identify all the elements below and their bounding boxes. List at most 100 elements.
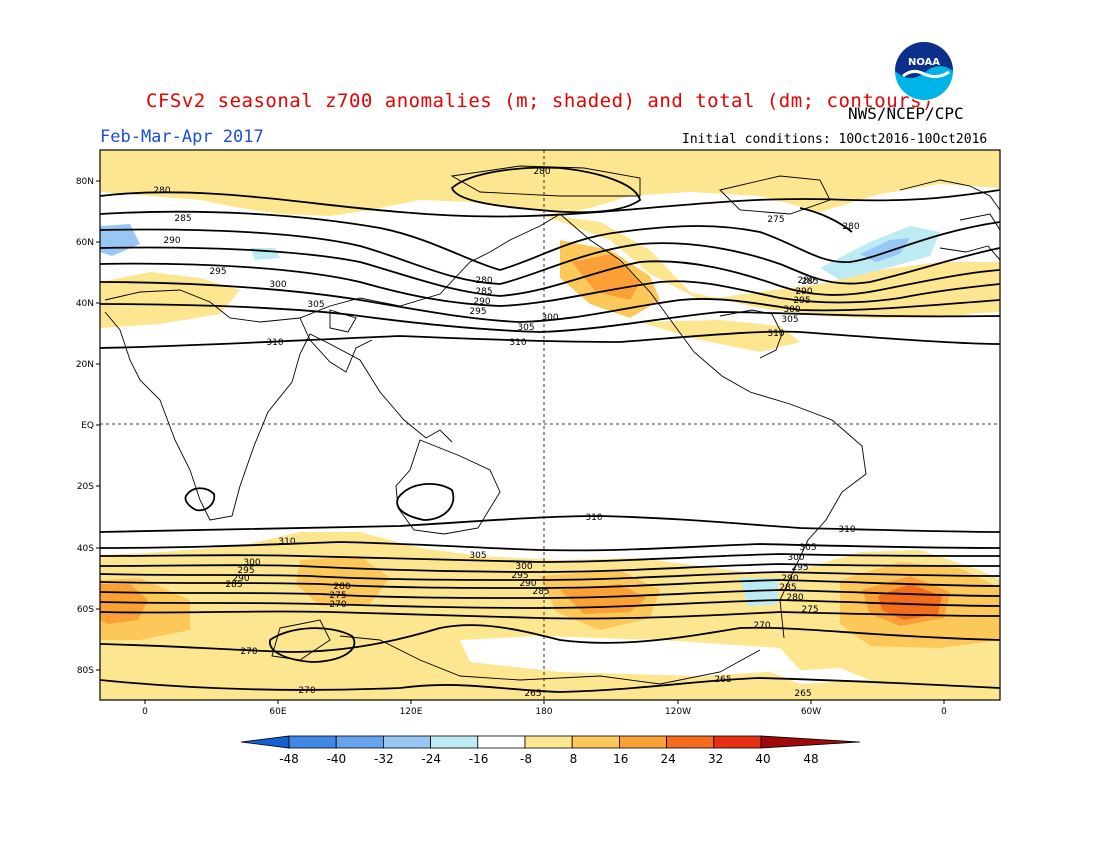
contour-label: 280 xyxy=(153,186,170,196)
lon-label: 120E xyxy=(400,707,423,717)
lat-label: 20S xyxy=(77,482,94,492)
contour-label: 285 xyxy=(174,214,191,224)
contour-label: 280 xyxy=(475,276,492,286)
longitude-ticks xyxy=(144,700,945,704)
colorbar-swatch xyxy=(571,735,620,749)
contour-label: 275 xyxy=(801,605,818,615)
colorbar-tick-label: -48 xyxy=(279,752,299,766)
contour-label: 275 xyxy=(329,591,346,601)
logo-text: NOAA xyxy=(908,57,940,68)
lon-label: 0 xyxy=(142,707,148,717)
contour-label: 280 xyxy=(797,276,814,286)
colorbar-swatch xyxy=(713,735,762,749)
lat-label: 40S xyxy=(77,544,94,554)
contour-label: 280 xyxy=(333,582,350,592)
colorbar-tick-label: 40 xyxy=(755,752,770,766)
colorbar-tick-label: 48 xyxy=(803,752,818,766)
contour-label: 270 xyxy=(240,647,257,657)
colorbar-end-high xyxy=(760,735,861,749)
contour-label: 300 xyxy=(269,280,286,290)
colorbar-tick-label: 16 xyxy=(613,752,628,766)
colorbar-tick-label: -40 xyxy=(327,752,347,766)
colorbar-tick-label: -32 xyxy=(374,752,394,766)
contour-label: 275 xyxy=(767,215,784,225)
contour-label: 310 xyxy=(585,513,602,523)
lon-label: 180 xyxy=(535,707,552,717)
contour-label: 290 xyxy=(795,287,812,297)
contour-label: 310 xyxy=(767,329,784,339)
lon-label: 0 xyxy=(941,707,947,717)
colorbar-swatch xyxy=(666,735,715,749)
colorbar-tick-label: -24 xyxy=(421,752,441,766)
contour-label: 295 xyxy=(791,563,808,573)
colorbar-tick-label: 24 xyxy=(661,752,676,766)
contour-label: 285 xyxy=(801,277,818,287)
latitude-ticks xyxy=(96,180,100,671)
contour-label: 290 xyxy=(519,579,536,589)
contour-label: 300 xyxy=(783,305,800,315)
colorbar-tick-label: -16 xyxy=(469,752,489,766)
contour-label: 305 xyxy=(307,300,324,310)
lat-label: 40N xyxy=(76,299,94,309)
contour-label: 290 xyxy=(473,297,490,307)
initial-conditions: Initial conditions: 10Oct2016-10Oct2016 xyxy=(682,132,988,147)
contour-label: 280 xyxy=(786,593,803,603)
contour-label: 295 xyxy=(237,566,254,576)
contour-label: 290 xyxy=(163,236,180,246)
contour-label: 265 xyxy=(524,689,541,699)
contour-label: 285 xyxy=(225,580,242,590)
contour-label: 270 xyxy=(298,686,315,696)
lat-label: 20N xyxy=(76,360,94,370)
colorbar: -48 -40 -32 -24 -16 -8 8 16 24 32 40 48 xyxy=(240,735,861,766)
colorbar-end-low xyxy=(240,735,290,749)
longitude-axis: 0 60E 120E 180 120W 60W 0 xyxy=(142,707,947,717)
lon-label: 60E xyxy=(269,707,286,717)
lat-label: 60S xyxy=(77,605,94,615)
contour-label: 300 xyxy=(515,562,532,572)
colorbar-swatch xyxy=(288,735,337,749)
colorbar-tick-label: 8 xyxy=(570,752,578,766)
contour-label: 300 xyxy=(787,553,804,563)
colorbar-swatch xyxy=(430,735,479,749)
contour-label: 310 xyxy=(838,525,855,535)
contour-label: 305 xyxy=(781,315,798,325)
colorbar-tick-label: 32 xyxy=(708,752,723,766)
contour-label: 270 xyxy=(753,621,770,631)
contour-label: 285 xyxy=(532,587,549,597)
contour-label: 285 xyxy=(779,583,796,593)
contour-label: 280 xyxy=(842,222,859,232)
lat-label: EQ xyxy=(81,421,94,431)
contour-label: 290 xyxy=(232,574,249,584)
contour-label: 265 xyxy=(794,689,811,699)
contour-label: 295 xyxy=(469,307,486,317)
noaa-logo: NOAA xyxy=(894,41,954,101)
contour-label: 305 xyxy=(517,323,534,333)
lon-label: 60W xyxy=(801,707,821,717)
colorbar-swatch xyxy=(619,735,668,749)
chart-title: CFSv2 seasonal z700 anomalies (m; shaded… xyxy=(146,90,934,112)
contour-label: 290 xyxy=(781,574,798,584)
lat-label: 60N xyxy=(76,238,94,248)
map-plot: 280 285 290 295 300 305 310 280 275 280 … xyxy=(100,150,1000,700)
contour-labels: 280 285 290 295 300 305 310 280 275 280 … xyxy=(153,167,859,348)
latitude-axis: 80N 60N 40N 20N EQ 20S 40S 60S 80S xyxy=(76,177,94,676)
colorbar-swatch xyxy=(335,735,384,749)
colorbar-swatch xyxy=(524,735,573,749)
contour-label: 270 xyxy=(329,600,346,610)
contour-label: 310 xyxy=(509,338,526,348)
contour-label: 310 xyxy=(278,537,295,547)
contour-label: 295 xyxy=(793,296,810,306)
contour-label: 305 xyxy=(469,551,486,561)
contour-label: 305 xyxy=(799,543,816,553)
height-contours xyxy=(100,166,1000,693)
forecast-period: Feb-Mar-Apr 2017 xyxy=(100,127,264,147)
agency-label: NWS/NCEP/CPC xyxy=(848,104,964,123)
contour-label: 280 xyxy=(533,167,550,177)
contour-label: 295 xyxy=(511,571,528,581)
contour-label: 285 xyxy=(475,287,492,297)
colorbar-swatch xyxy=(382,735,431,749)
colorbar-swatch xyxy=(477,735,526,749)
colorbar-tick-label: -8 xyxy=(520,752,532,766)
lat-label: 80S xyxy=(77,666,94,676)
